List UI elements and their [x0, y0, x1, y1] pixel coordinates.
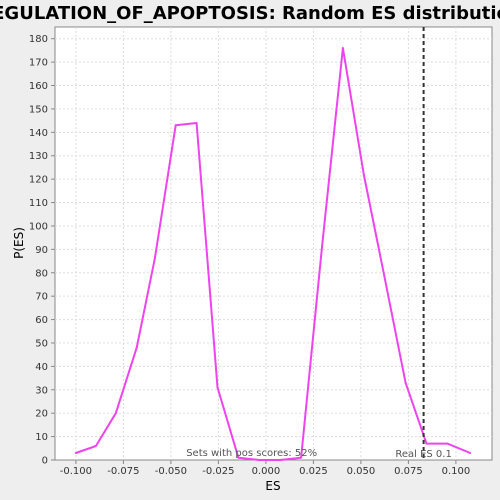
- y-axis-label: P(ES): [12, 227, 26, 259]
- y-tick-label: 20: [35, 409, 48, 420]
- y-tick-label: 90: [35, 245, 48, 256]
- y-tick-label: 100: [29, 221, 48, 232]
- x-axis-label: ES: [265, 479, 280, 493]
- x-axis-ticks: -0.100 -0.075 -0.050 -0.025 0.000 0.025 0.050 0…: [60, 460, 470, 477]
- y-tick-label: 180: [29, 34, 48, 45]
- data-point: [135, 346, 138, 349]
- grid: [55, 27, 492, 460]
- y-tick-label: 0: [42, 456, 48, 467]
- y-tick-label: 40: [35, 362, 48, 373]
- series-layer: [74, 47, 472, 461]
- y-tick-label: 80: [35, 268, 48, 279]
- data-point: [195, 121, 198, 124]
- x-tick-label: 0.075: [394, 466, 423, 477]
- data-point: [279, 459, 282, 461]
- data-point: [216, 386, 219, 389]
- y-tick-label: 170: [29, 58, 48, 69]
- distribution-line: [75, 47, 471, 461]
- data-point: [300, 456, 303, 459]
- y-tick-label: 140: [29, 128, 48, 139]
- data-point: [341, 47, 344, 50]
- data-point: [362, 173, 365, 176]
- real-es-label: Real ES 0.1: [395, 449, 451, 460]
- y-tick-label: 130: [29, 151, 48, 162]
- x-tick-label: 0.050: [347, 466, 376, 477]
- data-point: [404, 381, 407, 384]
- data-point: [174, 124, 177, 127]
- y-tick-label: 120: [29, 175, 48, 186]
- data-point: [446, 442, 449, 445]
- data-point: [153, 257, 156, 260]
- chart-title: REGULATION_OF_APOPTOSIS: Random ES distr…: [0, 3, 500, 24]
- x-tick-label: 0.100: [442, 466, 471, 477]
- y-tick-label: 10: [35, 432, 48, 443]
- x-tick-label: -0.075: [107, 466, 139, 477]
- x-tick-label: -0.050: [155, 466, 187, 477]
- x-tick-label: -0.025: [202, 466, 234, 477]
- y-tick-label: 160: [29, 81, 48, 92]
- data-point: [237, 456, 240, 459]
- data-point: [320, 246, 323, 249]
- data-point: [74, 451, 77, 454]
- data-point: [258, 459, 261, 461]
- x-tick-label: 0.025: [299, 466, 328, 477]
- y-axis-ticks: 0 10 20 30 40 50 60 70 80 90 100 110 120 130 140 150 160…: [29, 34, 55, 467]
- y-tick-label: 70: [35, 292, 48, 303]
- y-tick-label: 60: [35, 315, 48, 326]
- plot-area: [54, 26, 493, 461]
- y-tick-label: 150: [29, 104, 48, 115]
- data-point: [94, 444, 97, 447]
- data-point: [425, 442, 428, 445]
- x-tick-label: 0.000: [252, 466, 281, 477]
- data-point: [114, 412, 117, 415]
- y-tick-label: 30: [35, 385, 48, 396]
- y-tick-label: 110: [29, 198, 48, 209]
- pos-scores-annotation: Sets with pos scores: 52%: [186, 448, 317, 459]
- data-point: [383, 276, 386, 279]
- y-tick-label: 50: [35, 338, 48, 349]
- x-tick-label: -0.100: [60, 466, 92, 477]
- data-point: [469, 451, 472, 454]
